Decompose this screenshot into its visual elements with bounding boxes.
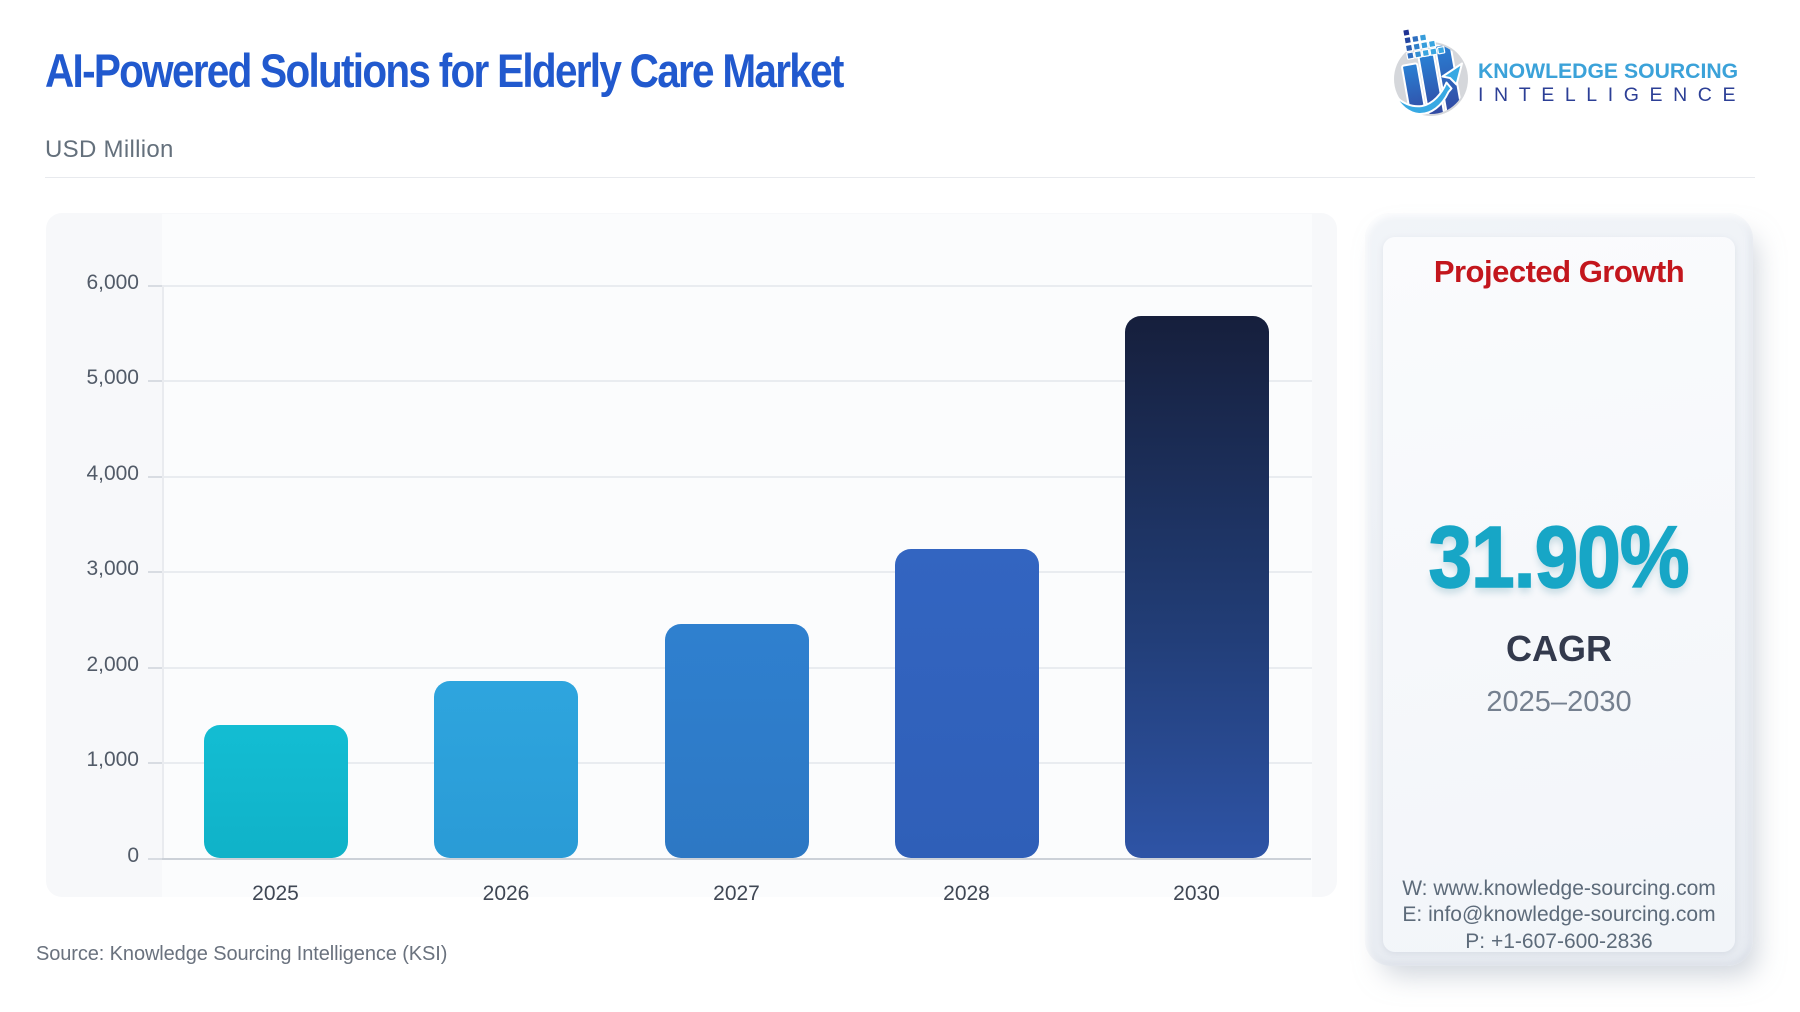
svg-text:KNOWLEDGE SOURCING: KNOWLEDGE SOURCING <box>1478 60 1738 83</box>
svg-text:INTELLIGENCE: INTELLIGENCE <box>1478 84 1746 106</box>
